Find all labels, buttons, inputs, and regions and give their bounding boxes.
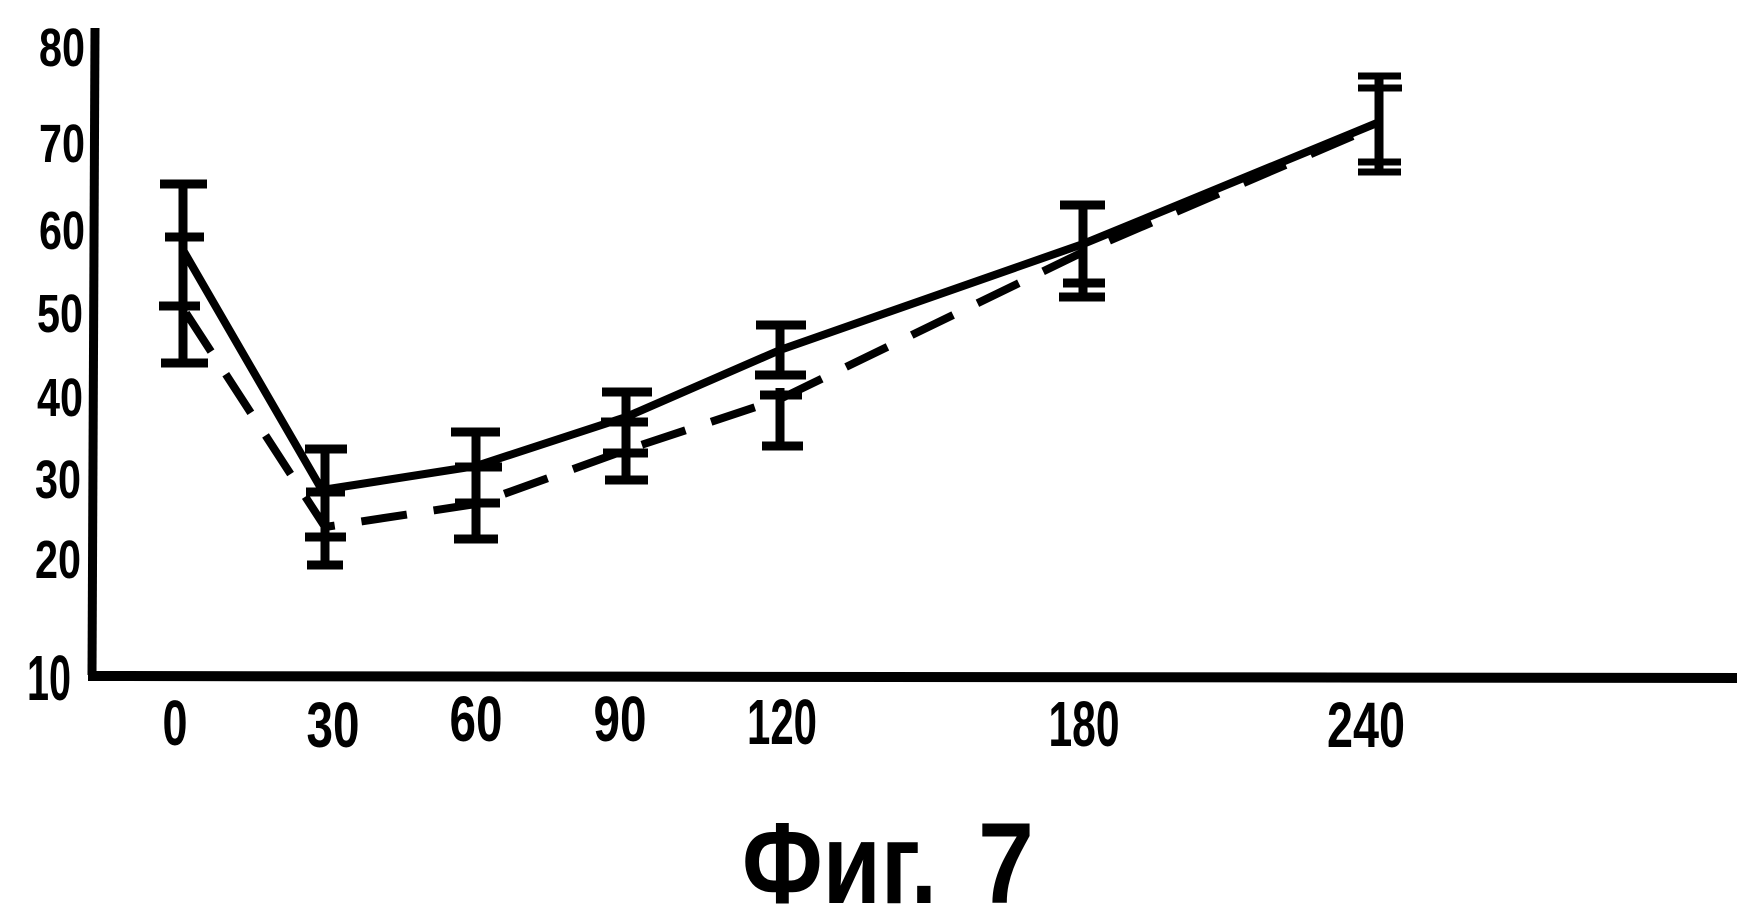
svg-text:0: 0: [163, 687, 188, 759]
svg-text:Фиг.: Фиг.: [742, 800, 937, 917]
svg-text:80: 80: [39, 18, 85, 78]
svg-text:10: 10: [27, 642, 71, 714]
svg-text:40: 40: [37, 368, 83, 428]
svg-text:240: 240: [1327, 689, 1405, 761]
svg-text:120: 120: [747, 686, 817, 758]
svg-text:30: 30: [307, 689, 360, 761]
svg-text:30: 30: [35, 450, 81, 510]
svg-text:60: 60: [450, 683, 503, 755]
svg-text:180: 180: [1049, 688, 1120, 760]
svg-text:20: 20: [35, 530, 81, 590]
svg-text:70: 70: [39, 114, 85, 174]
svg-text:7: 7: [978, 800, 1034, 917]
svg-text:90: 90: [594, 683, 647, 755]
svg-text:60: 60: [39, 201, 85, 261]
svg-text:50: 50: [37, 284, 83, 344]
